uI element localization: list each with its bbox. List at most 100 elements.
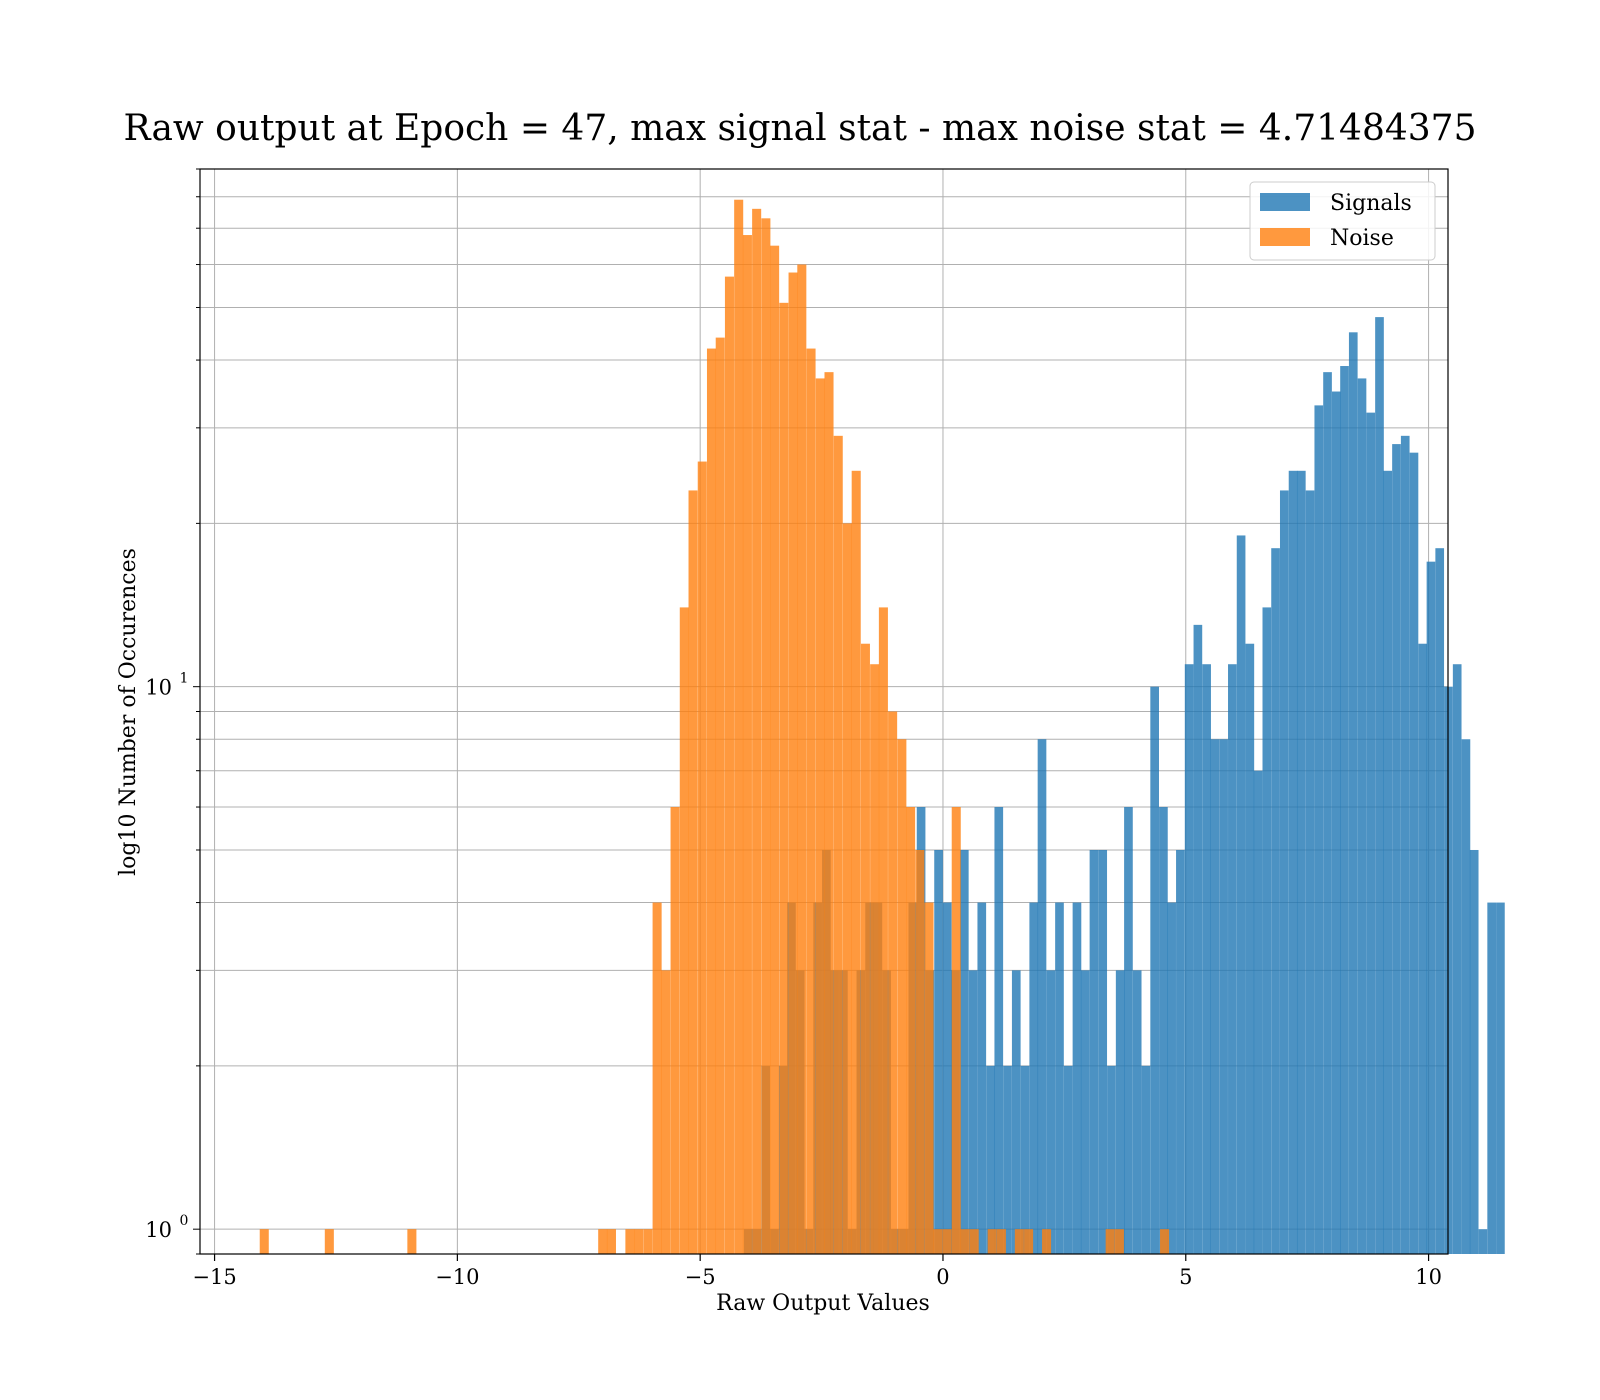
signals-bar bbox=[1124, 807, 1133, 1254]
noise-bar bbox=[634, 1229, 644, 1254]
noise-bar bbox=[670, 807, 680, 1254]
signals-bar bbox=[1331, 391, 1341, 1254]
signals-bar bbox=[1426, 561, 1436, 1254]
noise-bar bbox=[996, 1229, 1006, 1254]
signals-bar bbox=[1348, 332, 1358, 1254]
signals-bar bbox=[1236, 535, 1246, 1254]
noise-bar bbox=[1105, 1229, 1115, 1254]
signals-bar bbox=[1219, 739, 1228, 1254]
noise-bar bbox=[951, 807, 961, 1254]
signals-bar bbox=[1072, 902, 1082, 1254]
signals-bar bbox=[1167, 902, 1176, 1254]
signals-bar bbox=[977, 902, 987, 1254]
signals-bar bbox=[1193, 624, 1203, 1254]
noise-bar bbox=[1114, 1229, 1124, 1254]
signals-bar bbox=[1141, 1065, 1151, 1254]
noise-bar bbox=[806, 348, 816, 1254]
noise-bar bbox=[661, 970, 671, 1254]
noise-bar bbox=[742, 235, 752, 1255]
signals-bar bbox=[1003, 1065, 1012, 1254]
signals-bar bbox=[1296, 470, 1306, 1255]
signals-bar bbox=[994, 807, 1004, 1254]
noise-bar bbox=[906, 807, 916, 1254]
noise-bar bbox=[788, 272, 798, 1255]
noise-bar bbox=[752, 208, 762, 1254]
y-tick-exponent: 1 bbox=[180, 671, 189, 687]
signals-bar bbox=[1063, 1065, 1073, 1254]
signals-bar bbox=[1011, 970, 1021, 1254]
legend-swatch-noise bbox=[1260, 228, 1310, 246]
x-tick-label: −5 bbox=[685, 1265, 716, 1289]
signals-bar bbox=[934, 849, 943, 1254]
x-tick-label: −10 bbox=[435, 1265, 479, 1289]
signals-bar bbox=[1383, 470, 1393, 1255]
noise-bar bbox=[942, 1229, 952, 1254]
noise-bar bbox=[851, 470, 861, 1255]
signals-bar bbox=[1228, 664, 1237, 1254]
y-tick-label: 10 bbox=[145, 676, 172, 700]
y-tick-exponent: 0 bbox=[180, 1213, 189, 1229]
noise-bar bbox=[761, 218, 771, 1254]
signals-bar bbox=[1080, 970, 1090, 1254]
signals-bar bbox=[1245, 643, 1255, 1254]
x-axis-label: Raw Output Values bbox=[716, 1291, 930, 1316]
signals-bar bbox=[1357, 378, 1367, 1254]
signals-bar bbox=[1279, 490, 1289, 1254]
noise-bar bbox=[724, 276, 734, 1254]
noise-bar bbox=[734, 199, 744, 1254]
signals-bar bbox=[1046, 970, 1056, 1254]
y-axis-label: log10 Number of Occurences bbox=[116, 548, 141, 876]
noise-bar bbox=[815, 378, 825, 1254]
noise-bar bbox=[1160, 1229, 1170, 1254]
signals-bar bbox=[1469, 849, 1479, 1254]
signals-bar bbox=[1262, 607, 1272, 1254]
legend-label-signals: Signals bbox=[1330, 191, 1412, 216]
signals-bar bbox=[1159, 807, 1168, 1254]
noise-bar bbox=[625, 1229, 635, 1254]
noise-bar bbox=[688, 490, 698, 1254]
signals-bar bbox=[1400, 435, 1410, 1254]
noise-bar bbox=[824, 372, 834, 1255]
noise-bar bbox=[652, 902, 662, 1254]
signals-bar bbox=[1487, 902, 1497, 1254]
legend[interactable]: Signals Noise bbox=[1249, 181, 1436, 261]
noise-bar bbox=[779, 302, 789, 1255]
y-tick-label: 10 bbox=[145, 1218, 172, 1242]
x-tick-label: 0 bbox=[936, 1265, 949, 1289]
signals-bar bbox=[968, 970, 978, 1254]
legend-swatch-signals bbox=[1260, 193, 1310, 211]
signals-bar bbox=[1314, 405, 1324, 1254]
x-tick-label: 5 bbox=[1179, 1265, 1192, 1289]
noise-bar bbox=[697, 461, 707, 1254]
noise-bar bbox=[1014, 1229, 1024, 1254]
noise-bar bbox=[715, 337, 725, 1254]
noise-bar bbox=[888, 711, 898, 1254]
signals-bar bbox=[1392, 444, 1401, 1254]
signals-bar bbox=[1132, 970, 1142, 1254]
signals-bar bbox=[1020, 1065, 1030, 1254]
legend-label-noise: Noise bbox=[1330, 226, 1394, 251]
noise-bar bbox=[860, 643, 870, 1254]
signals-bar bbox=[942, 902, 952, 1254]
noise-bar bbox=[259, 1229, 269, 1254]
noise-bar bbox=[897, 739, 907, 1254]
noise-bar bbox=[842, 523, 852, 1254]
signals-bar bbox=[1115, 970, 1125, 1254]
noise-bar bbox=[598, 1229, 608, 1254]
signals-bar bbox=[1150, 686, 1159, 1254]
signals-bar bbox=[1375, 317, 1384, 1255]
signals-bar bbox=[1409, 452, 1419, 1254]
noise-bar bbox=[960, 1229, 970, 1254]
noise-bar bbox=[324, 1229, 334, 1254]
chart-title: Raw output at Epoch = 47, max signal sta… bbox=[124, 108, 1477, 149]
signals-bar bbox=[1418, 643, 1428, 1254]
noise-bar bbox=[878, 607, 888, 1254]
signals-bar bbox=[1288, 470, 1298, 1255]
noise-bars bbox=[259, 199, 1170, 1255]
signals-bar bbox=[1340, 366, 1349, 1254]
signals-bar bbox=[1452, 664, 1462, 1254]
noise-bar bbox=[924, 902, 934, 1254]
x-axis-ticks: −15 −10 −5 0 5 10 bbox=[192, 1254, 1442, 1289]
noise-bar bbox=[969, 1229, 979, 1254]
